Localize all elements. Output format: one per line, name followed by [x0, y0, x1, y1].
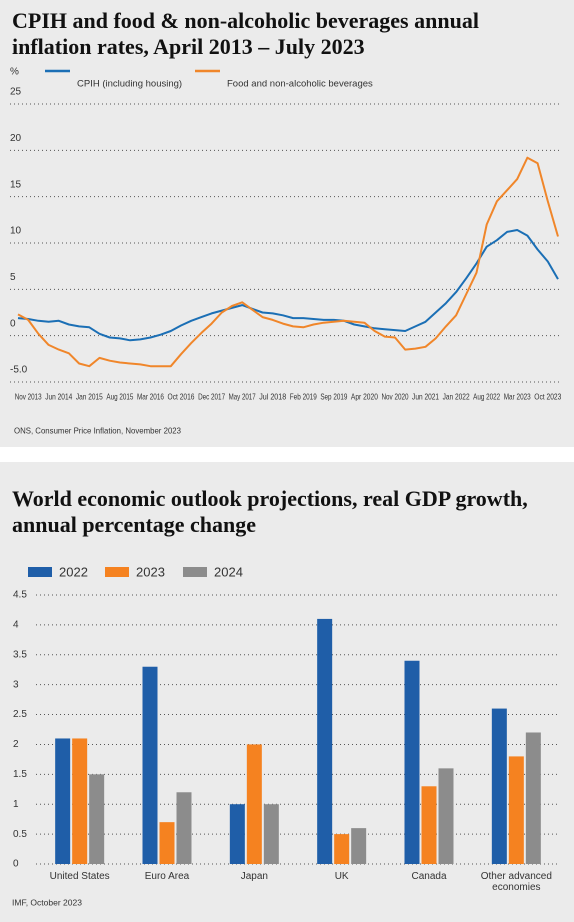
x-tick-label: Mar 2023 — [504, 391, 531, 401]
x-tick-label: Other advanced economies — [480, 871, 552, 893]
x-tick-label: Oct 2016 — [168, 391, 195, 401]
y-tick-label: 0 — [13, 859, 19, 870]
bar — [55, 738, 71, 864]
bar — [491, 708, 507, 864]
legend-swatch — [183, 567, 207, 577]
x-tick-label: Jun 2021 — [412, 391, 439, 401]
legend-label: Food and non-alcoholic beverages — [227, 79, 373, 90]
data-line — [17, 229, 559, 342]
bar — [72, 738, 88, 864]
x-tick-label: Aug 2022 — [473, 391, 500, 401]
bar — [176, 792, 192, 864]
legend-label: 2023 — [136, 564, 165, 579]
y-tick-label: 0.5 — [13, 829, 27, 840]
source-note: IMF, October 2023 — [12, 897, 82, 907]
data-line — [17, 156, 559, 368]
y-tick-label: 20 — [10, 133, 22, 144]
bar — [525, 732, 541, 864]
bar — [334, 834, 350, 864]
y-tick-label: 4 — [13, 620, 19, 631]
y-tick-label: 1.5 — [13, 769, 27, 780]
x-tick-label-box: Japan — [240, 871, 268, 882]
x-tick-label: Dec 2017 — [198, 391, 225, 401]
bar — [142, 666, 158, 864]
source-note: ONS, Consumer Price Inflation, November … — [14, 425, 181, 435]
bar — [351, 828, 367, 864]
bar — [317, 618, 333, 864]
x-tick-label: Jan 2015 — [76, 391, 103, 401]
x-tick-label: Jul 2018 — [259, 391, 286, 401]
x-tick-label-box: UK — [334, 871, 349, 882]
y-tick-label: 0 — [10, 318, 16, 329]
x-tick-label: United States — [49, 871, 110, 882]
y-tick-label: 4.5 — [13, 590, 27, 601]
bar — [229, 804, 245, 864]
x-tick-label: Mar 2016 — [137, 391, 164, 401]
chart-title: CPIH and food & non-alcoholic beverages … — [12, 8, 479, 59]
legend-label: 2022 — [59, 564, 88, 579]
panel: 0 0.5 1 1.5 2 2.5 3 3.5 4 4.5 United States Euro Ar… — [0, 462, 574, 922]
x-tick-label: Nov 2013 — [15, 391, 42, 401]
y-tick-label: 3.5 — [13, 649, 27, 660]
x-tick-label-box: Euro Area — [144, 871, 190, 882]
y-tick-label: 5 — [10, 272, 16, 283]
legend-label: 2024 — [214, 564, 243, 579]
bar — [263, 804, 279, 864]
bar — [246, 744, 262, 864]
x-tick-label-box: Canada — [411, 871, 447, 882]
y-tick-label: 25 — [10, 87, 22, 98]
x-tick-label: Japan — [240, 871, 268, 882]
y-axis-label: % — [10, 67, 19, 78]
x-tick-label: Canada — [411, 871, 447, 882]
bar — [89, 774, 105, 864]
legend-swatch — [28, 567, 52, 577]
bar — [159, 822, 175, 864]
bar — [438, 768, 454, 864]
x-tick-label: Jun 2014 — [45, 391, 72, 401]
x-tick-label: Euro Area — [144, 871, 190, 882]
x-tick-label: Nov 2020 — [381, 391, 408, 401]
y-tick-label: 2.5 — [13, 709, 27, 720]
legend-swatch — [105, 567, 129, 577]
y-tick-label: -5.0 — [10, 365, 28, 376]
x-tick-label-box: Other advanced economies — [480, 871, 552, 893]
y-tick-label: 15 — [10, 179, 22, 190]
x-tick-label: Jan 2022 — [443, 391, 470, 401]
panel: % -5.0 0 5 10 15 20 25 Nov 2013 Jun 2014 Jan 2015 A… — [0, 0, 574, 447]
bar — [508, 756, 524, 864]
x-tick-label: Feb 2019 — [290, 391, 317, 401]
y-tick-label: 1 — [13, 799, 19, 810]
y-tick-label: 3 — [13, 679, 19, 690]
bar — [404, 660, 420, 864]
x-tick-label: May 2017 — [229, 391, 256, 401]
chart: 0 0.5 1 1.5 2 2.5 3 3.5 4 4.5 United States Euro Ar… — [12, 564, 560, 907]
x-tick-label: Aug 2015 — [106, 391, 133, 401]
legend-label: CPIH (including housing) — [77, 79, 182, 90]
chart-title: World economic outlook projections, real… — [12, 486, 528, 537]
x-tick-label: Oct 2023 — [534, 391, 561, 401]
x-tick-label-box: United States — [49, 871, 110, 882]
y-tick-label: 10 — [10, 226, 22, 237]
x-tick-label: Apr 2020 — [351, 391, 378, 401]
x-tick-label: Sep 2019 — [320, 391, 347, 401]
bar — [421, 786, 437, 864]
x-tick-label: UK — [334, 871, 349, 882]
y-tick-label: 2 — [13, 739, 19, 750]
